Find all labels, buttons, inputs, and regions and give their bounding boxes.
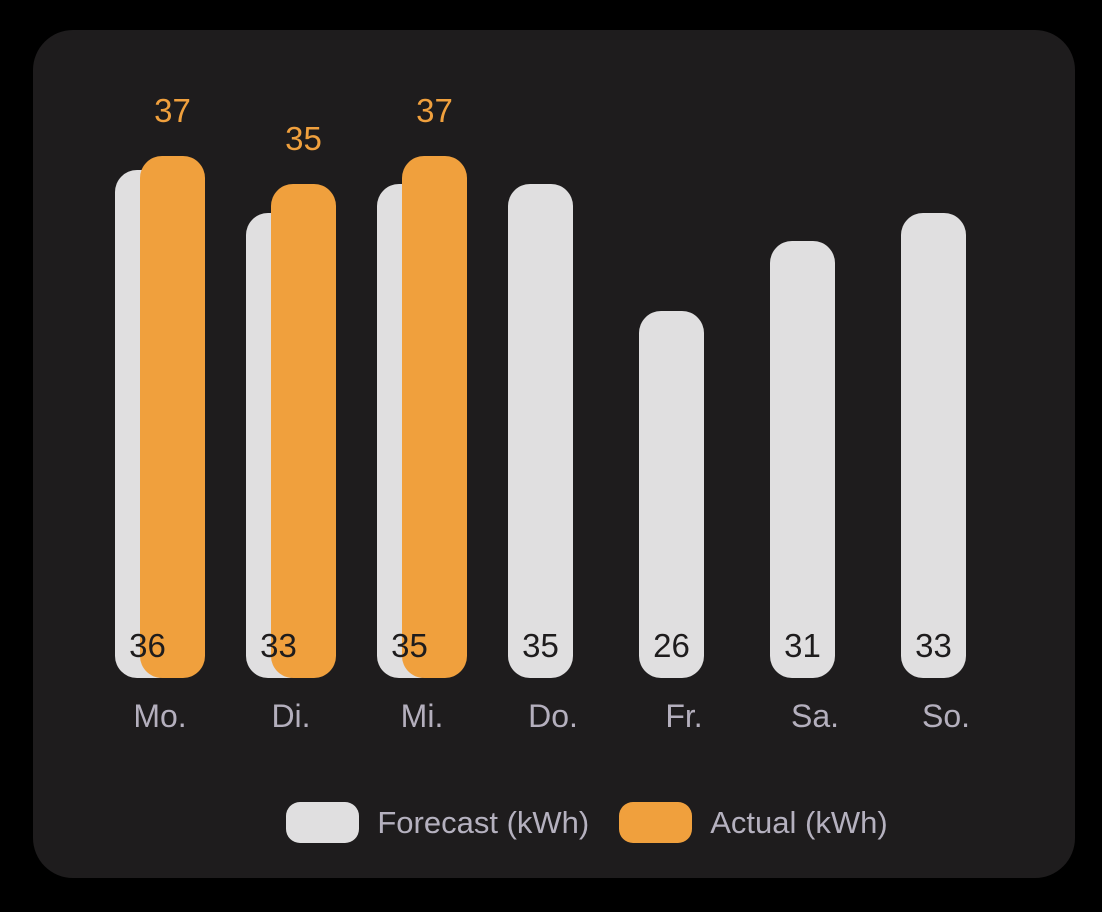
forecast-value-label: 31 — [784, 627, 821, 664]
actual-value-label: 35 — [285, 120, 322, 157]
forecast-value-label: 33 — [260, 627, 297, 664]
forecast-value-label: 35 — [522, 627, 559, 664]
x-axis-label: So. — [921, 698, 971, 734]
x-axis-label: Do. — [528, 698, 578, 734]
forecast-value-label: 36 — [129, 627, 166, 664]
x-axis-label: Fr. — [665, 698, 703, 734]
legend-item-forecast: Forecast (kWh) — [286, 802, 589, 843]
x-axis-label: Sa. — [790, 698, 840, 734]
legend-label-forecast: Forecast (kWh) — [377, 805, 590, 840]
actual-value-label: 37 — [416, 92, 453, 129]
forecast-value-label: 33 — [915, 627, 952, 664]
legend-label-actual: Actual (kWh) — [710, 805, 888, 840]
forecast-bar — [639, 311, 704, 678]
forecast-bar — [901, 213, 966, 678]
actual-bar — [402, 156, 467, 678]
forecast-bar — [508, 184, 573, 678]
actual-swatch — [619, 802, 693, 843]
forecast-bar — [770, 241, 835, 678]
actual-bar — [271, 184, 336, 678]
x-axis-label: Mo. — [133, 698, 187, 734]
actual-value-label: 37 — [154, 92, 191, 129]
forecast-value-label: 26 — [653, 627, 690, 664]
actual-bar — [140, 156, 205, 678]
legend-item-actual: Actual (kWh) — [619, 802, 888, 843]
forecast-value-label: 35 — [391, 627, 428, 664]
forecast-swatch — [286, 802, 360, 843]
x-axis-label: Di. — [271, 698, 311, 734]
x-axis-label: Mi. — [400, 698, 444, 734]
chart-legend: Forecast (kWh) Actual (kWh) — [66, 802, 1102, 843]
